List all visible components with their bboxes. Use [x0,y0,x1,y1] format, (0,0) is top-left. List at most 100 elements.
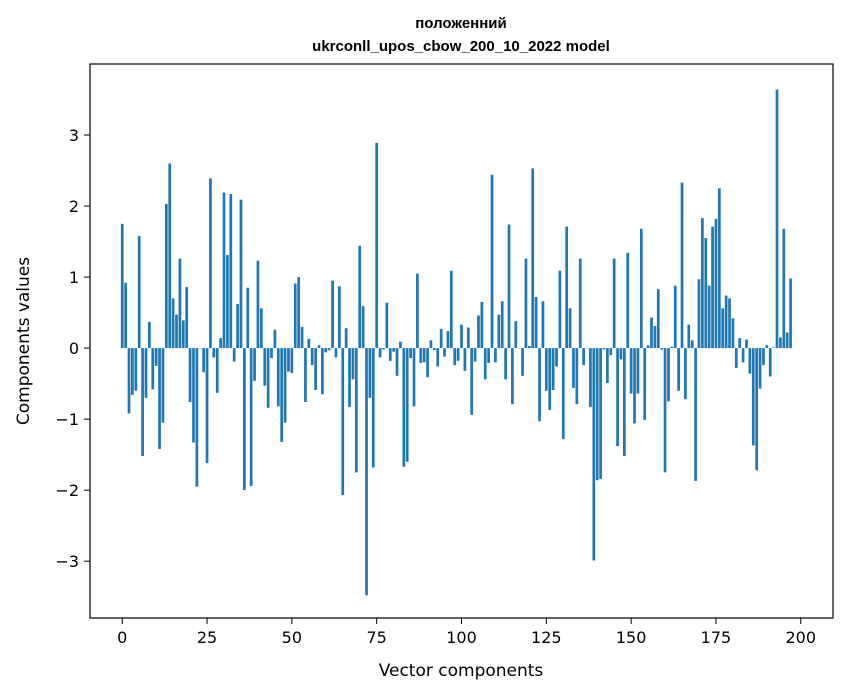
bar [317,345,321,349]
bar [606,348,609,383]
y-tick-label: −2 [55,481,79,500]
bar [378,348,382,358]
bar [120,223,124,349]
x-axis-label: Vector components [379,661,544,681]
x-tick-label: 150 [616,628,647,647]
bar [592,348,596,561]
bar [446,331,450,349]
bar [745,339,748,349]
bar [762,348,765,366]
bar [758,348,762,389]
bar [521,348,524,376]
bar [134,348,138,391]
bar [633,348,636,424]
bar [371,348,375,468]
bar [456,348,460,361]
bar [283,348,287,423]
bar [324,348,328,353]
bar [504,348,507,380]
bar [388,348,392,361]
bar [236,304,239,349]
bar [599,348,602,479]
bar [209,178,212,349]
bar [321,348,324,395]
bar [368,348,372,398]
bar [470,348,474,415]
bar [460,324,463,349]
chart-title-line2: ukrconll_upos_cbow_200_10_2022 model [312,38,610,55]
bar [673,285,677,349]
bar [779,337,782,349]
bar [422,348,426,363]
bar [307,338,311,349]
bar [151,348,155,390]
bar [395,348,399,376]
bar [751,348,755,446]
bar [280,348,284,442]
bar [405,348,409,462]
bar [202,348,206,373]
bar [273,329,277,349]
bar [680,182,684,349]
bar [314,348,317,391]
bar [419,348,423,364]
bar [148,321,151,349]
x-tick-label: 175 [701,628,732,647]
bar [538,348,541,422]
bar [544,348,548,391]
bar [256,260,260,349]
bar [127,348,131,414]
bar [789,278,792,349]
bar [701,218,704,349]
y-tick-label: 3 [69,126,79,145]
bar [270,348,273,359]
bar [354,348,358,473]
bar [361,306,365,349]
bar [772,347,775,349]
bar [344,328,348,349]
bar [331,280,334,349]
bar [287,348,290,372]
y-tick-label: −1 [55,410,79,429]
bar [205,348,209,464]
bar [449,270,453,349]
x-tick-label: 125 [531,628,562,647]
bar [524,258,528,349]
bar [341,348,345,496]
bar [402,348,406,467]
bar [300,326,304,349]
bar [239,199,243,349]
bar [439,328,443,349]
bar [707,285,711,349]
bar [487,348,490,364]
bar [507,224,511,349]
y-axis-label: Components values [14,257,34,425]
bar [684,348,687,400]
bar [565,226,569,349]
bar [667,348,670,402]
bar [728,298,731,349]
bar [704,238,708,349]
bar [748,348,752,374]
bar [226,255,229,349]
bar [555,348,558,367]
bar [765,345,769,349]
chart-title-line1: положенний [415,15,507,32]
x-tick-label: 75 [367,628,387,647]
bar [412,348,416,407]
bar [687,324,691,349]
bar [561,348,565,440]
bar [466,327,470,349]
bar [514,321,518,349]
bar [297,277,300,349]
bar [416,273,419,349]
bar [677,348,680,391]
bar [426,348,429,378]
bar [656,289,660,349]
bar [541,301,545,349]
bar [694,348,697,481]
bar [734,348,738,368]
bar [443,348,446,357]
bar [178,258,182,349]
